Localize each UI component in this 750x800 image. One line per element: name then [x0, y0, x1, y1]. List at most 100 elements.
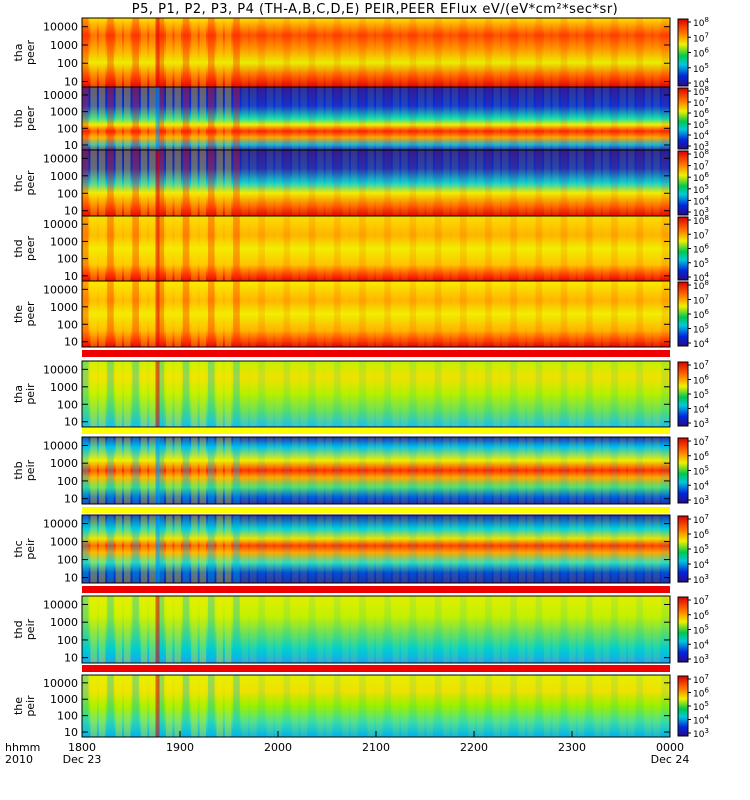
spectrogram-streak: [325, 216, 333, 281]
x-tick-label: 0000: [656, 741, 684, 754]
spectrogram-streak: [266, 437, 274, 504]
spectrogram-streak: [367, 281, 375, 347]
spectrogram-streak: [527, 150, 534, 216]
spectrogram-streak: [124, 596, 131, 663]
spectrogram-streak: [182, 281, 190, 347]
y-tick-label: 1000: [50, 170, 78, 183]
spectrogram-streak: [124, 675, 131, 737]
spectrogram-streak: [426, 437, 433, 504]
spectrogram-streak: [283, 87, 291, 150]
spectrogram-streak: [350, 437, 358, 504]
spectrogram-streak: [535, 437, 543, 504]
spectrogram-streak: [224, 515, 232, 583]
spectrogram-streak: [275, 675, 282, 737]
spectrogram-streak: [241, 87, 249, 150]
spectrogram-streak: [577, 437, 585, 504]
spectrogram-streak: [653, 87, 660, 150]
spectrogram-streak: [233, 150, 240, 216]
colorbar-tick-label: 107: [693, 31, 709, 44]
spectrogram-streak: [300, 18, 307, 87]
spectrogram-streak: [376, 18, 383, 87]
spectrogram-streak: [518, 216, 526, 281]
spectrogram-streak: [98, 281, 106, 347]
spectrogram-streak: [426, 515, 433, 583]
spectrogram-streak: [325, 281, 333, 347]
spectrogram-streak: [594, 675, 601, 737]
spectrogram-streak: [182, 596, 190, 663]
spectrogram-streak: [342, 18, 349, 87]
spectrogram-streak: [367, 87, 375, 150]
spectrogram-streak: [124, 515, 131, 583]
spectrogram-streak: [350, 281, 358, 347]
spectrogram-streak: [124, 216, 131, 281]
spectrogram-spike: [155, 515, 160, 583]
spectrogram-streak: [577, 515, 585, 583]
quality-flag-bar: [82, 428, 670, 434]
spectrogram-streak: [602, 361, 610, 427]
spectrogram-streak: [157, 281, 165, 347]
spectrogram-streak: [552, 281, 559, 347]
spectrogram-streak: [468, 87, 475, 150]
spectrogram-streak: [628, 361, 635, 427]
spectrogram-streak: [216, 281, 223, 347]
spectrogram-streak: [90, 675, 97, 737]
spectrogram-streak: [98, 437, 106, 504]
spectrogram-streak: [82, 150, 89, 216]
colorbar-tick-label: 108: [693, 85, 709, 98]
spectrogram-streak: [644, 361, 652, 427]
spectrogram-streak: [250, 675, 257, 737]
spectrogram-streak: [124, 87, 131, 150]
spectrogram-streak: [199, 150, 207, 216]
y-axis-label: thcpeir: [12, 538, 37, 560]
spectrogram-streak: [166, 515, 173, 583]
y-tick-label: 10000: [43, 598, 78, 611]
spectrogram-streak: [577, 596, 585, 663]
spectrogram-streak: [602, 18, 610, 87]
spectrogram-streak: [434, 87, 442, 150]
spectrogram-streak: [502, 150, 509, 216]
spectrogram-streak: [224, 87, 232, 150]
spectrogram-streak: [560, 281, 568, 347]
spectrogram-streak: [544, 675, 551, 737]
spectrogram-streak: [476, 87, 484, 150]
spectrogram-streak: [124, 18, 131, 87]
spectrogram-streak: [149, 596, 156, 663]
spectrogram-streak: [342, 281, 349, 347]
spectrogram-streak: [384, 515, 391, 583]
spectrogram-streak: [140, 596, 148, 663]
spectrogram-streak: [401, 515, 408, 583]
spectrogram-streak: [527, 281, 534, 347]
spectrogram-streak: [560, 675, 568, 737]
spectrogram-streak: [208, 437, 215, 504]
spectrogram-streak: [493, 216, 501, 281]
spectrogram-streak: [149, 437, 156, 504]
colorbar-tick-label: 103: [693, 140, 709, 153]
colorbar-tick-label: 105: [693, 323, 709, 336]
spectrogram-streak: [611, 675, 618, 737]
spectrogram-streak: [166, 675, 173, 737]
spectrogram-streak: [401, 150, 408, 216]
spectrogram-streak: [644, 437, 652, 504]
spectrogram-streak: [292, 18, 299, 87]
spectrogram-streak: [426, 596, 433, 663]
spectrogram-streak: [157, 361, 165, 427]
spectrogram-streak: [258, 216, 265, 281]
spectrogram-spike: [155, 437, 160, 504]
spectrogram-streak: [292, 596, 299, 663]
spectrogram-streak: [409, 18, 417, 87]
spectrogram-streak: [350, 150, 358, 216]
colorbar-tick-label: 107: [693, 435, 709, 448]
spectrogram-streak: [418, 437, 425, 504]
spectrogram-streak: [258, 437, 265, 504]
colorbar: [677, 281, 689, 347]
spectrogram-streak: [418, 596, 425, 663]
spectrogram-streak: [191, 18, 198, 87]
spectrogram-streak: [602, 281, 610, 347]
spectrogram-streak: [443, 675, 450, 737]
spectrogram-streak: [418, 361, 425, 427]
spectrogram-streak: [300, 150, 307, 216]
spectrogram-streak: [628, 281, 635, 347]
spectrogram-streak: [308, 281, 316, 347]
spectrogram-streak: [418, 18, 425, 87]
spectrogram-streak: [661, 216, 669, 281]
